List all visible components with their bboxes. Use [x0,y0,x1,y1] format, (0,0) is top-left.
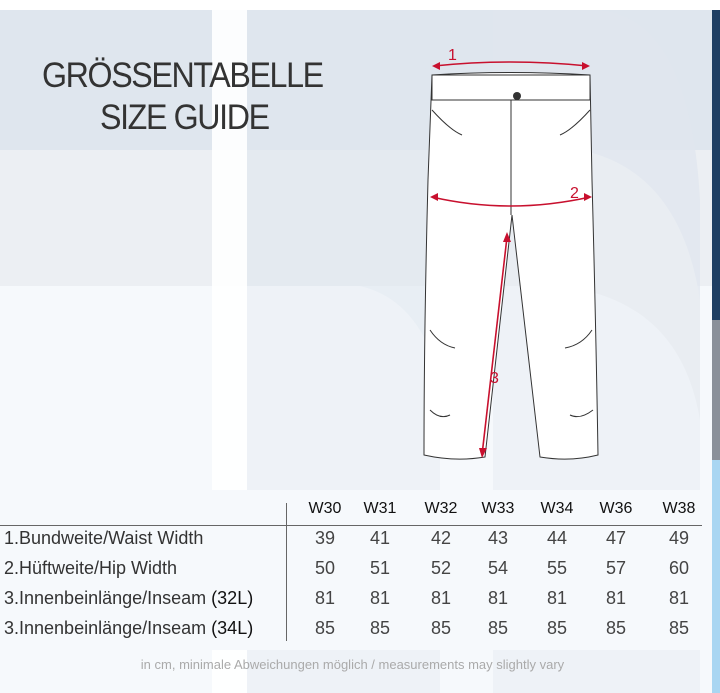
table-cell: 39 [314,528,336,548]
table-cell: 60 [668,558,690,578]
table-cell: 44 [546,528,568,548]
title-german: GRÖSSENTABELLE [42,56,324,95]
row-label: 3.Innenbeinlänge/Inseam (34L) [4,618,253,639]
row-label-text: 3.Innenbeinlänge/Inseam [4,618,212,638]
table-cell: 85 [430,618,452,638]
marker-2: 2 [570,185,579,202]
marker-3: 3 [490,370,499,387]
row-label-length: (34L) [211,618,254,638]
stripe-gray [712,320,720,460]
column-header: W30 [308,500,342,517]
table-cell: 85 [314,618,336,638]
table-cell: 85 [605,618,627,638]
table-cell: 81 [668,588,690,608]
table-cell: 50 [314,558,336,578]
table-cell: 85 [487,618,509,638]
column-header: W36 [599,500,633,517]
row-label: 2.Hüftweite/Hip Width [4,558,177,579]
table-cell: 54 [487,558,509,578]
column-header: W38 [662,500,696,517]
table-cell: 42 [430,528,452,548]
column-header: W31 [363,500,397,517]
column-header: W32 [424,500,458,517]
row-label: 3.Innenbeinlänge/Inseam (32L) [4,588,253,609]
table-cell: 81 [605,588,627,608]
table-cell: 49 [668,528,690,548]
table-cell: 81 [430,588,452,608]
table-cell: 81 [546,588,568,608]
title-english: SIZE GUIDE [100,98,270,137]
column-header: W33 [481,500,515,517]
header-divider [0,525,702,526]
table-cell: 81 [314,588,336,608]
row-label-length: (32L) [211,588,254,608]
table-cell: 51 [369,558,391,578]
table-cell: 57 [605,558,627,578]
table-cell: 81 [369,588,391,608]
column-header: W34 [540,500,574,517]
stripe-navy [712,10,720,320]
stripe-blue [712,460,720,693]
table-cell: 85 [668,618,690,638]
row-label: 1.Bundweite/Waist Width [4,528,203,549]
row-label-text: 1.Bundweite/Waist Width [4,528,204,548]
table-cell: 41 [369,528,391,548]
table-cell: 81 [487,588,509,608]
table-cell: 85 [369,618,391,638]
footnote: in cm, minimale Abweichungen möglich / m… [140,657,565,672]
table-cell: 47 [605,528,627,548]
table-cell: 85 [546,618,568,638]
marker-1: 1 [448,47,457,64]
table-cell: 52 [430,558,452,578]
pants-diagram: 1 2 3 [423,47,599,460]
row-label-text: 2.Hüftweite/Hip Width [4,558,178,578]
column-divider [286,503,287,641]
row-label-text: 3.Innenbeinlänge/Inseam [4,588,212,608]
table-cell: 55 [546,558,568,578]
table-cell: 43 [487,528,509,548]
